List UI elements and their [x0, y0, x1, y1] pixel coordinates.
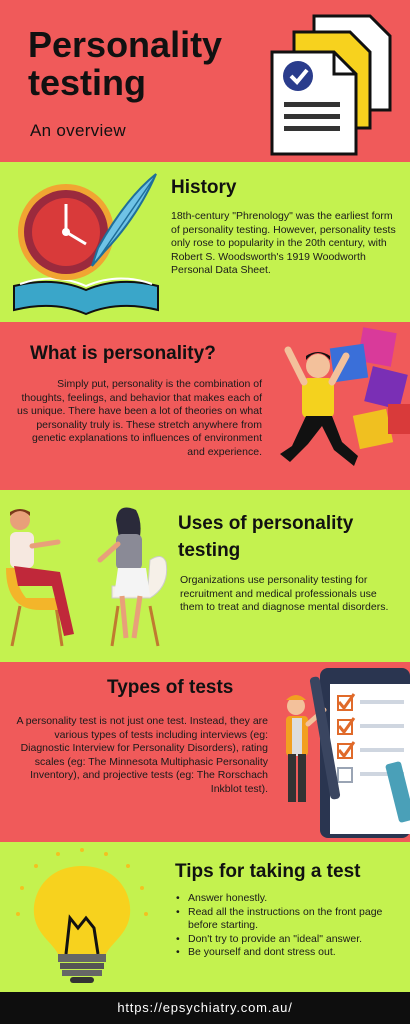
clock-quill-book-icon	[13, 173, 159, 316]
tips-heading: Tips for taking a test	[175, 861, 361, 882]
history-text: 18th-century "Phrenology" was the earlie…	[171, 210, 396, 277]
uses-text: Organizations use personality testing fo…	[180, 574, 389, 614]
lightbulb-icon	[16, 848, 148, 983]
page-title: Personality testing	[28, 24, 223, 103]
list-item: Be yourself and dont stress out.	[176, 946, 402, 960]
page-subtitle: An overview	[30, 121, 126, 140]
types-section: Types of tests A personality test is not…	[0, 662, 410, 842]
history-heading: History	[171, 177, 237, 198]
footer-url-link[interactable]: https://epsychiatry.com.au/	[117, 1000, 293, 1015]
list-item: Answer honestly.	[176, 892, 402, 906]
list-item: Don't try to provide an "ideal" answer.	[176, 933, 402, 947]
uses-heading: Uses of personality testing	[178, 513, 354, 561]
types-text: A personality test is not just one test.…	[16, 715, 268, 795]
list-item: Read all the instructions on the front p…	[176, 906, 402, 933]
personality-heading: What is personality?	[30, 343, 216, 364]
history-section: History 18th-century "Phrenology" was th…	[0, 162, 410, 322]
personality-text: Simply put, personality is the combinati…	[17, 378, 262, 458]
documents-checklist-icon	[270, 14, 392, 156]
tips-section: Tips for taking a test Answer honestly. …	[0, 842, 410, 992]
personality-section: What is personality? Simply put, persona…	[0, 322, 410, 490]
uses-section: Uses of personality testing Organization…	[0, 490, 410, 662]
tips-list: Answer honestly. Read all the instructio…	[176, 892, 402, 960]
title-section: Personality testing An overview	[0, 0, 410, 162]
types-heading: Types of tests	[107, 677, 234, 698]
puzzle-person-icon	[280, 327, 410, 466]
two-people-chat-icon	[6, 507, 168, 647]
footer: https://epsychiatry.com.au/	[0, 992, 410, 1024]
clipboard-checklist-icon	[286, 668, 410, 838]
